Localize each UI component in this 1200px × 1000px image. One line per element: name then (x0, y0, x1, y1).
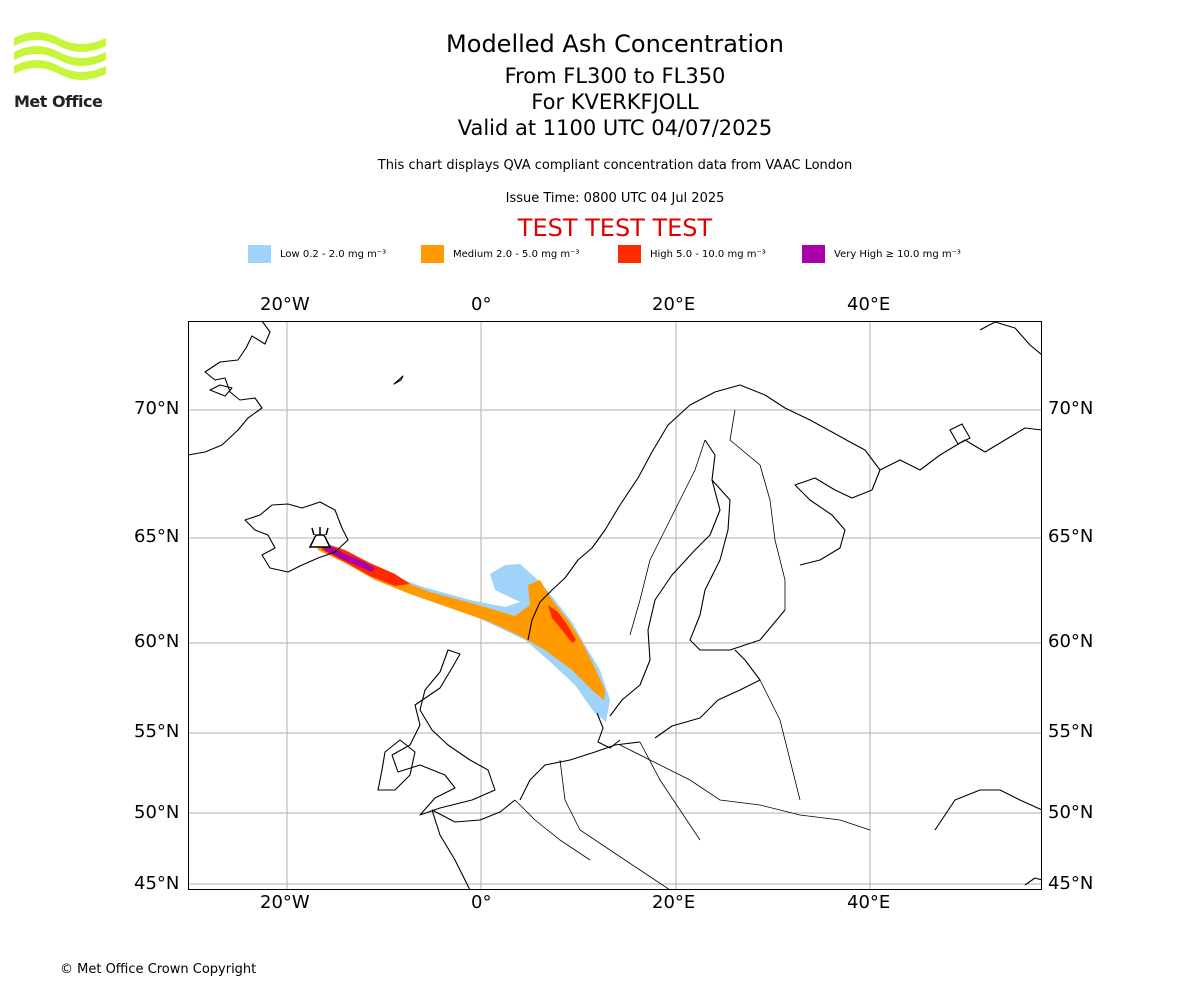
lat-label-left-50n: 50°N (134, 802, 180, 823)
country-borders (514, 409, 871, 890)
ash-very-high-region (320, 543, 375, 572)
legend-swatch-medium (421, 245, 444, 263)
legend-label-high: High 5.0 - 10.0 mg m⁻³ (650, 248, 766, 260)
lat-label-left-55n: 55°N (134, 721, 180, 742)
flight-level-range: From FL300 to FL350 (504, 64, 726, 88)
lon-label-top-0: 0° (471, 294, 492, 315)
coastlines (188, 321, 1042, 890)
graticule (188, 321, 1042, 890)
lat-label-right-70n: 70°N (1048, 398, 1094, 419)
legend-swatch-low (248, 245, 271, 263)
lon-label-bottom-40e: 40°E (847, 892, 891, 913)
lon-label-bottom-0: 0° (471, 892, 492, 913)
ash-plume (316, 540, 610, 722)
lat-label-right-55n: 55°N (1048, 721, 1094, 742)
lat-label-right-45n: 45°N (1048, 873, 1094, 894)
lon-label-top-20w: 20°W (260, 294, 310, 315)
lat-label-right-60n: 60°N (1048, 631, 1094, 652)
map-frame (188, 321, 1042, 890)
legend-item-very-high: Very High ≥ 10.0 mg m⁻³ (802, 244, 961, 264)
legend-label-low: Low 0.2 - 2.0 mg m⁻³ (280, 248, 387, 260)
legend-item-medium: Medium 2.0 - 5.0 mg m⁻³ (421, 244, 579, 264)
logo-text: Met Office (14, 92, 103, 111)
legend-swatch-high (618, 245, 641, 263)
ash-concentration-map (188, 321, 1042, 890)
lat-label-left-45n: 45°N (134, 873, 180, 894)
met-office-logo (14, 30, 109, 112)
lat-label-left-60n: 60°N (134, 631, 180, 652)
copyright-notice: © Met Office Crown Copyright (60, 962, 257, 977)
volcano-name: For KVERKFJOLL (531, 90, 699, 114)
legend-item-high: High 5.0 - 10.0 mg m⁻³ (618, 244, 766, 264)
legend-label-very-high: Very High ≥ 10.0 mg m⁻³ (834, 248, 961, 260)
lon-label-bottom-20w: 20°W (260, 892, 310, 913)
ash-high-region-norway (548, 605, 576, 643)
lon-label-top-40e: 40°E (847, 294, 891, 315)
volcano-marker-icon (308, 527, 332, 548)
lon-label-top-20e: 20°E (652, 294, 696, 315)
lat-label-left-65n: 65°N (134, 526, 180, 547)
chart-title: Modelled Ash Concentration (446, 30, 784, 58)
lat-label-right-50n: 50°N (1048, 802, 1094, 823)
issue-time: Issue Time: 0800 UTC 04 Jul 2025 (505, 191, 725, 206)
test-banner: TEST TEST TEST (517, 214, 713, 242)
lon-label-bottom-20e: 20°E (652, 892, 696, 913)
lat-label-left-70n: 70°N (134, 398, 180, 419)
legend-swatch-very-high (802, 245, 825, 263)
chart-description: This chart displays QVA compliant concen… (377, 158, 853, 173)
legend-label-medium: Medium 2.0 - 5.0 mg m⁻³ (453, 248, 580, 260)
valid-time: Valid at 1100 UTC 04/07/2025 (457, 116, 773, 140)
lat-label-right-65n: 65°N (1048, 526, 1094, 547)
legend-item-low: Low 0.2 - 2.0 mg m⁻³ (248, 244, 386, 264)
